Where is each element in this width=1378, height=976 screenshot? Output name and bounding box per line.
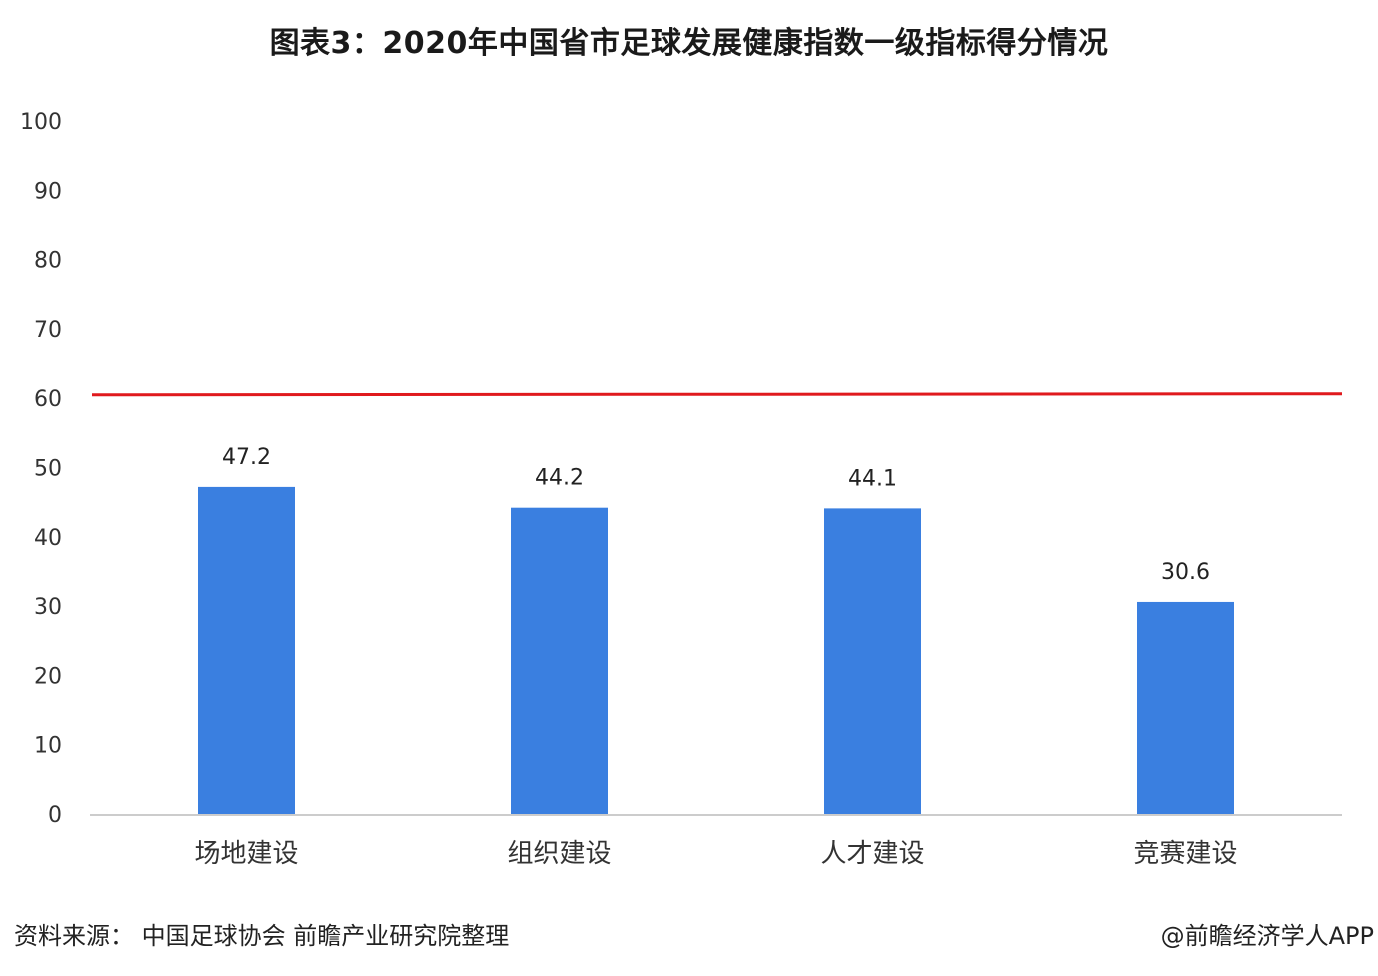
category-labels: 场地建设 组织建设 人才建设 竞赛建设 [194,839,1237,869]
bar [511,507,608,814]
bar-value-label: 30.6 [1161,560,1210,585]
category-label: 人才建设 [820,839,924,869]
value-labels: 47.2 44.2 44.1 30.6 [222,445,1210,585]
credit-note: @前瞻经济学人APP [1160,922,1374,950]
y-tick-label: 90 [34,179,62,204]
y-tick-label: 80 [34,249,62,274]
y-tick-label: 70 [34,318,62,343]
bar-value-label: 47.2 [222,445,271,470]
y-tick-label: 20 [34,664,62,689]
category-label: 竞赛建设 [1133,839,1237,869]
y-tick-label: 100 [20,110,62,135]
bars [198,486,1234,814]
y-tick-label: 40 [34,526,62,551]
y-tick-label: 50 [34,457,62,482]
source-note: 资料来源： 中国足球协会 前瞻产业研究院整理 [14,922,510,950]
bar [824,508,921,814]
category-label: 场地建设 [194,839,298,869]
y-tick-label: 0 [48,803,62,828]
y-tick-label: 30 [34,595,62,620]
y-axis-ticks: 0 10 20 30 40 50 60 70 80 90 100 [20,110,62,828]
bar-value-label: 44.2 [535,466,584,491]
bar [1137,601,1234,814]
category-label: 组织建设 [507,839,611,869]
reference-line [91,392,1343,397]
chart-title: 图表3：2020年中国省市足球发展健康指数一级指标得分情况 [269,26,1109,61]
y-tick-label: 10 [34,734,62,759]
bar [198,486,295,814]
bar-value-label: 44.1 [848,466,897,491]
y-tick-label: 60 [34,387,62,412]
